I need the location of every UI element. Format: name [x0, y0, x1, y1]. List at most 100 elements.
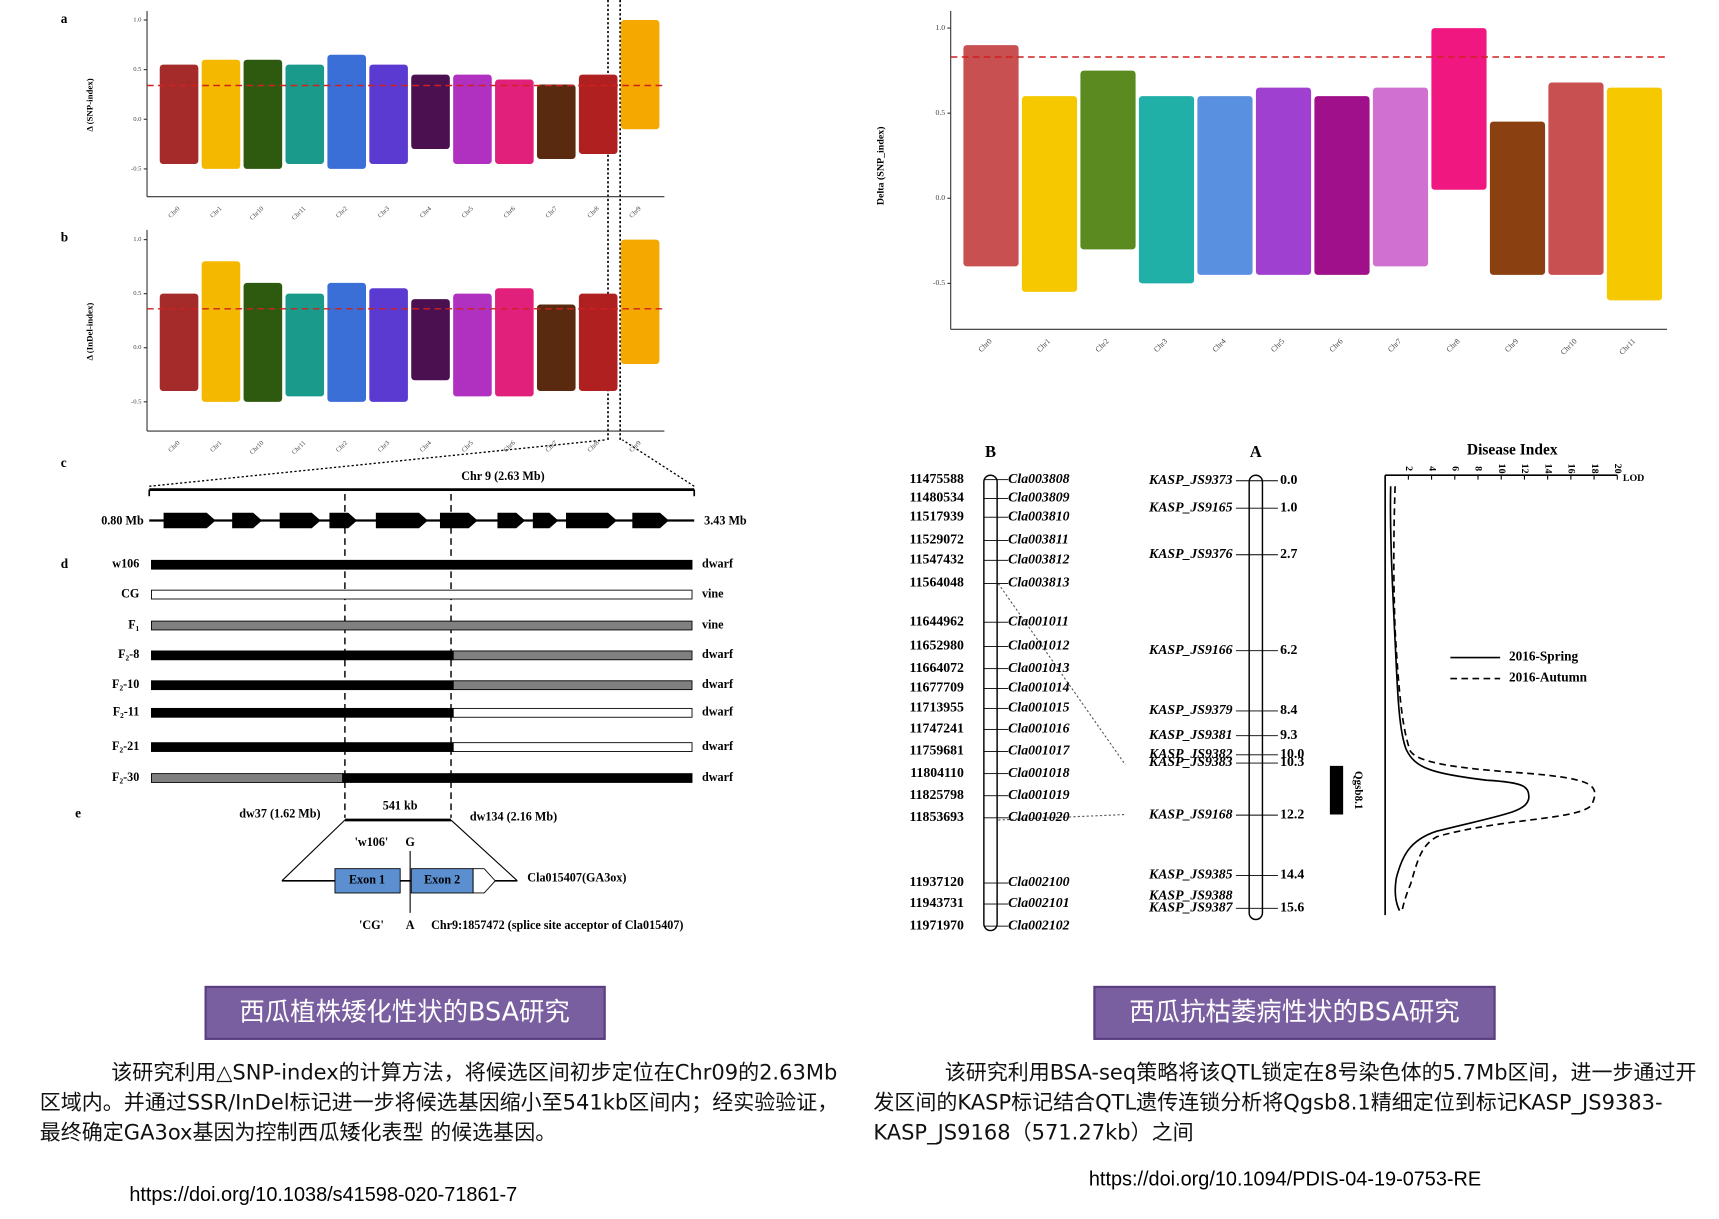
x-tick-label: Chr3 — [1152, 337, 1169, 354]
chromosome-points — [243, 282, 283, 402]
chromosome-points — [620, 239, 660, 364]
gene-arrow — [163, 512, 216, 529]
gene-name: Cla003809 — [1008, 490, 1069, 505]
bp-position: 11747241 — [910, 721, 965, 736]
chromosome-points — [578, 74, 618, 155]
panel-label: c — [61, 455, 67, 470]
genotype-label: F₂-11 — [113, 705, 140, 719]
phenotype-label: dwarf — [702, 677, 734, 691]
chromosome-points — [620, 19, 660, 130]
text-block: 该研究利用△SNP-index的计算方法，将候选区间初步定位在Chr09的2.6… — [39, 1060, 839, 1145]
qtl-label: Qgsb8.1 — [1352, 771, 1364, 809]
marker-name: KASP_JS9168 — [1148, 806, 1233, 821]
genotype-segment — [151, 742, 454, 752]
bp-position: 11529072 — [910, 532, 965, 547]
bp-position: 11564048 — [910, 575, 965, 590]
x-tick-label: Chr1 — [209, 440, 223, 454]
cm-label: 9.3 — [1280, 727, 1297, 742]
gene-end — [472, 868, 496, 894]
marker-name: KASP_JS9373 — [1148, 472, 1233, 487]
exon — [334, 868, 401, 894]
x-tick-label: Chr2 — [335, 205, 349, 219]
map-title: A — [1250, 442, 1262, 461]
phenotype-label: dwarf — [702, 557, 734, 571]
chromosome-points — [201, 59, 241, 169]
cm-label: 8.4 — [1280, 702, 1297, 717]
panel-label: d — [61, 556, 69, 571]
allele: A — [406, 918, 415, 932]
gene-arrow — [375, 512, 428, 529]
cm-label: 1.0 — [1280, 499, 1297, 514]
chromosome-points — [453, 293, 492, 397]
chromosome-points — [1372, 87, 1429, 267]
caption-box — [204, 985, 606, 1040]
x-tick-label: Chr7 — [1386, 337, 1403, 354]
marker-name: KASP_JS9166 — [1148, 642, 1233, 657]
x-tick-label: Chr4 — [1210, 337, 1227, 354]
y-tick-label: 0.5 — [936, 108, 946, 117]
gene-name: Cla001019 — [1008, 787, 1069, 802]
x-tick-label: Chr1 — [1035, 337, 1052, 354]
qtl-bar — [1329, 765, 1344, 815]
lod-tick-label: 16 — [1566, 464, 1577, 474]
chromosome-points — [1431, 28, 1487, 190]
x-tick-label: Chr10 — [249, 205, 266, 222]
paragraph: 该研究利用△SNP-index的计算方法，将候选区间初步定位在Chr09的2.6… — [39, 1060, 839, 1145]
chromosome-points — [369, 288, 408, 402]
bp-position: 11475588 — [910, 471, 965, 486]
physical-map — [983, 474, 998, 932]
gene-name: Cla003810 — [1008, 508, 1069, 523]
y-tick-label: 0.5 — [133, 290, 142, 297]
x-tick-label: Chr1 — [209, 205, 223, 219]
region-start: 0.80 Mb — [101, 513, 144, 527]
phenotype-label: vine — [702, 586, 724, 600]
legend-label: 2016-Autumn — [1509, 670, 1588, 685]
lod-axis-label: LOD — [1623, 473, 1645, 484]
lod-tick-label: 6 — [1450, 466, 1461, 471]
genotype-label: F₂-21 — [112, 739, 139, 753]
chromosome-points — [327, 54, 367, 169]
lod-title: Disease Index — [1467, 441, 1558, 458]
gene-arrow — [439, 512, 478, 529]
y-tick-label: 0.5 — [133, 66, 142, 73]
gene-arrow — [329, 512, 358, 529]
chromosome-points — [411, 74, 450, 150]
panel-label: b — [61, 230, 68, 245]
cm-label: 2.7 — [1280, 546, 1297, 561]
genotype-label: F₂-10 — [112, 677, 139, 691]
exon-label: Exon 2 — [424, 873, 460, 887]
y-tick-label: -0.5 — [933, 278, 945, 287]
legend-label: 2016-Spring — [1509, 649, 1579, 664]
cm-label: 15.6 — [1280, 899, 1304, 914]
phenotype-label: dwarf — [702, 705, 734, 719]
chromosome-points — [285, 64, 325, 164]
genotype-label: F₂-30 — [112, 770, 139, 784]
marker-name: KASP_JS9379 — [1148, 702, 1233, 717]
exon-label: Exon 1 — [349, 873, 385, 887]
gene-name: Cla001012 — [1008, 638, 1069, 653]
gene-name: Cla003808 — [1008, 471, 1069, 486]
gene-name: Cla001018 — [1008, 765, 1069, 780]
gene-name: Cla003811 — [1008, 532, 1069, 547]
bp-position: 11971970 — [910, 917, 965, 932]
y-tick-label: -0.5 — [131, 165, 142, 172]
genotype-segment — [151, 620, 693, 631]
x-tick-label: Chr4 — [419, 205, 434, 220]
gene-name: Cla002101 — [1008, 895, 1069, 910]
chromosome-points — [536, 84, 576, 159]
paragraph: 该研究利用BSA-seq策略将该QTL锁定在8号染色体的5.7Mb区间，进一步通… — [873, 1060, 1697, 1145]
bp-position: 11517939 — [910, 508, 965, 523]
gene-name: Cla003812 — [1008, 551, 1069, 566]
marker-name: KASP_JS9388 — [1148, 887, 1233, 902]
chromosome-points — [963, 45, 1019, 267]
x-tick-label: Chr0 — [167, 205, 182, 220]
x-tick-label: Chr3 — [377, 205, 392, 220]
linkage-map — [1248, 474, 1264, 921]
lod-tick-label: 10 — [1496, 464, 1507, 474]
y-tick-label: 1.0 — [936, 23, 946, 32]
x-tick-label: Chr5 — [1269, 337, 1286, 354]
x-tick-label: Chr6 — [1327, 337, 1344, 354]
genotype-label: F₂-8 — [118, 647, 139, 661]
bp-position: 11943731 — [910, 895, 965, 910]
